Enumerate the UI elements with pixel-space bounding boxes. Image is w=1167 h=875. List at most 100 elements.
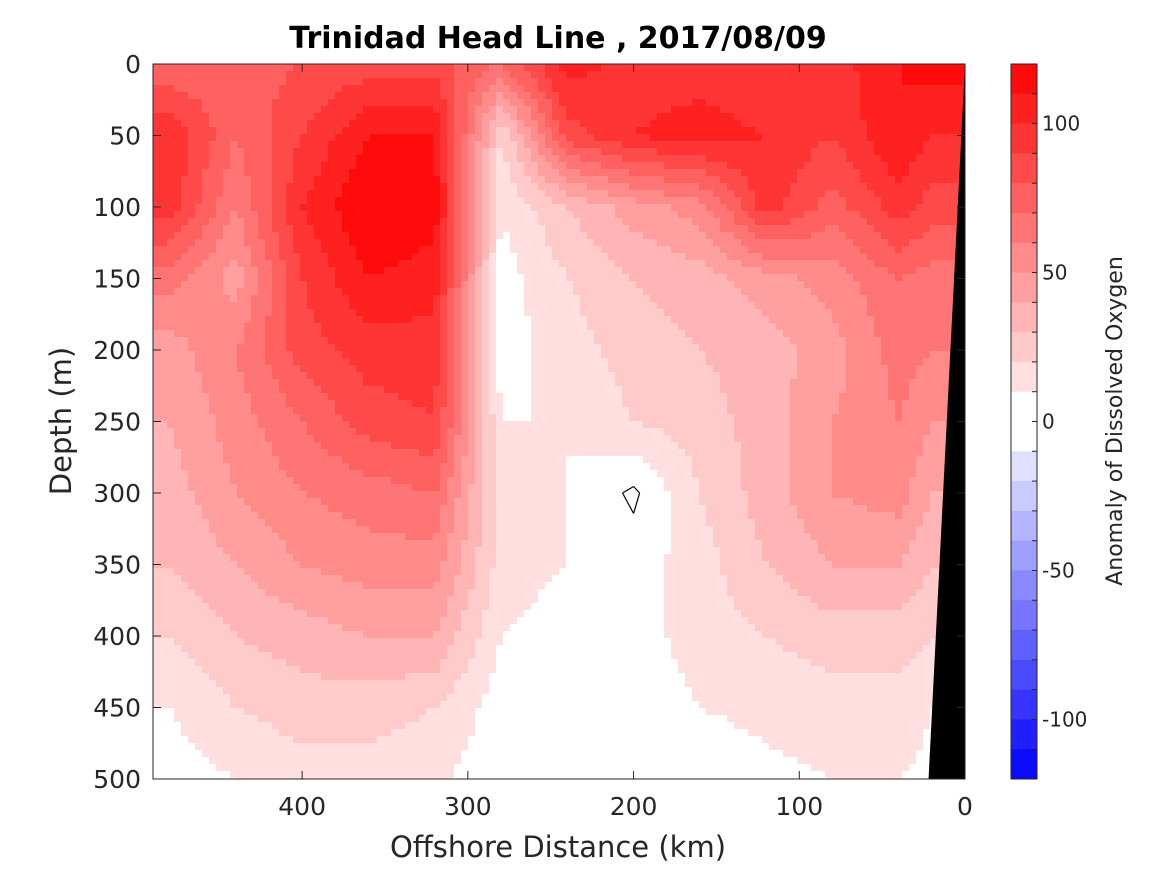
contour-cell [342,232,350,240]
contour-cell [405,239,413,247]
contour-cell [461,582,469,590]
contour-cell [286,78,294,86]
contour-cell [293,771,301,779]
contour-cell [482,351,490,359]
contour-cell [230,680,238,688]
contour-cell [440,631,448,639]
contour-cell [398,568,406,576]
contour-cell [356,603,364,611]
contour-cell [188,365,196,373]
contour-cell [216,470,224,478]
contour-cell [160,428,168,436]
contour-cell [167,666,175,674]
contour-cell [265,512,273,520]
contour-cell [314,99,322,107]
contour-cell [419,281,427,289]
contour-cell [153,680,161,688]
contour-cell [272,134,280,142]
contour-cell [209,393,217,401]
contour-cell [265,386,273,394]
contour-cell [475,554,483,562]
contour-cell [405,498,413,506]
contour-cell [475,281,483,289]
contour-cell [237,218,245,226]
contour-cell [188,519,196,527]
contour-cell [335,596,343,604]
contour-cell [251,498,259,506]
contour-cell [307,491,315,499]
contour-cell [482,267,490,275]
contour-cell [258,358,266,366]
contour-cell [398,715,406,723]
contour-cell [426,155,434,163]
contour-cell [195,120,203,128]
contour-cell [237,757,245,765]
contour-cell [167,603,175,611]
contour-cell [342,589,350,597]
contour-cell [489,323,497,331]
contour-cell [461,232,469,240]
contour-cell [265,288,273,296]
contour-cell [391,736,399,744]
contour-cell [363,498,371,506]
contour-cell [153,631,161,639]
contour-cell [244,274,252,282]
contour-cell [293,708,301,716]
contour-cell [412,141,420,149]
contour-cell [461,421,469,429]
contour-cell [370,645,378,653]
contour-cell [377,596,385,604]
contour-cell [195,407,203,415]
contour-cell [174,680,182,688]
contour-cell [293,197,301,205]
contour-cell [160,757,168,765]
contour-cell [461,414,469,422]
contour-cell [293,106,301,114]
contour-cell [328,232,336,240]
contour-cell [405,715,413,723]
contour-cell [272,379,280,387]
contour-cell [209,365,217,373]
contour-cell [454,666,462,674]
contour-cell [349,547,357,555]
contour-cell [251,127,259,135]
contour-cell [181,456,189,464]
contour-cell [384,190,392,198]
contour-cell [300,617,308,625]
contour-cell [356,624,364,632]
contour-cell [167,155,175,163]
contour-cell [209,540,217,548]
contour-cell [216,771,224,779]
contour-cell [363,246,371,254]
contour-cell [272,92,280,100]
contour-cell [398,547,406,555]
contour-cell [188,505,196,513]
contour-cell [279,428,287,436]
contour-cell [468,120,476,128]
contour-cell [398,491,406,499]
contour-cell [223,491,231,499]
contour-cell [461,218,469,226]
contour-cell [216,225,224,233]
contour-cell [377,239,385,247]
contour-cell [314,715,322,723]
contour-cell [349,309,357,317]
contour-cell [286,162,294,170]
contour-cell [181,393,189,401]
contour-cell [265,344,273,352]
contour-cell [363,372,371,380]
contour-cell [335,540,343,548]
contour-cell [412,281,420,289]
contour-cell [433,253,441,261]
contour-cell [370,470,378,478]
contour-cell [426,463,434,471]
contour-cell [265,540,273,548]
contour-cell [244,260,252,268]
contour-cell [419,400,427,408]
contour-cell [419,743,427,751]
contour-cell [363,106,371,114]
contour-cell [265,78,273,86]
contour-cell [356,148,364,156]
contour-cell [244,330,252,338]
contour-cell [391,337,399,345]
